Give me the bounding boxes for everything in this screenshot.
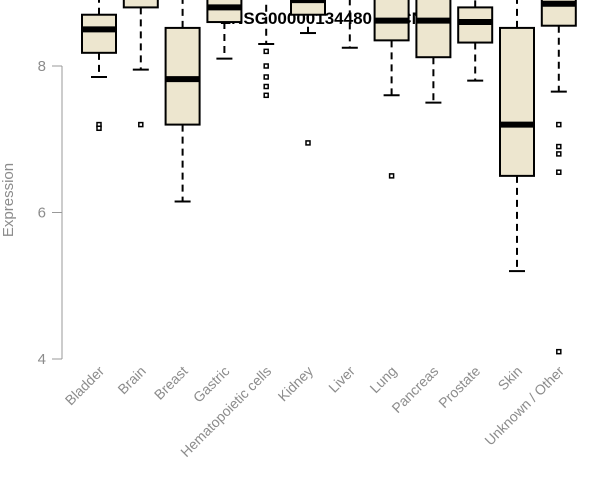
outlier-point xyxy=(138,121,144,128)
box-6 xyxy=(341,0,358,49)
x-tick-label: Prostate xyxy=(435,363,483,411)
outlier-point xyxy=(305,140,311,146)
y-tick-label: 8 xyxy=(38,58,46,75)
boxplot-series xyxy=(81,0,577,355)
x-tick-label: Liver xyxy=(325,363,358,396)
outlier-point xyxy=(263,74,269,80)
x-tick-label: Kidney xyxy=(275,363,317,405)
x-tick-label: Skin xyxy=(495,363,526,394)
outlier-point xyxy=(556,169,562,175)
box-5 xyxy=(290,0,326,146)
outlier-point xyxy=(96,125,102,132)
x-tick-label: Breast xyxy=(151,363,191,403)
box-8 xyxy=(415,0,452,104)
box-2 xyxy=(164,0,201,203)
box-4 xyxy=(258,0,275,99)
outlier-point xyxy=(388,173,395,179)
x-tick-label: Bladder xyxy=(62,363,108,409)
y-tick-label: 6 xyxy=(38,205,46,222)
outlier-point xyxy=(556,143,562,150)
outlier-point xyxy=(556,121,562,128)
outlier-point xyxy=(263,63,269,69)
box-1 xyxy=(122,0,159,128)
outlier-point xyxy=(263,48,269,55)
box-iqr xyxy=(122,0,159,9)
y-axis-label: Expression xyxy=(0,163,17,237)
box-iqr xyxy=(290,0,326,16)
outlier-point xyxy=(263,83,269,90)
y-tick-label: 4 xyxy=(38,351,46,368)
box-0 xyxy=(81,0,117,132)
box-7 xyxy=(373,0,410,179)
box-iqr xyxy=(206,0,243,24)
box-9 xyxy=(457,0,494,82)
box-10 xyxy=(499,0,535,273)
box-11 xyxy=(540,0,577,355)
outlier-point xyxy=(556,151,562,157)
x-tick-label: Lung xyxy=(366,363,399,396)
box-iqr xyxy=(499,26,535,177)
y-axis-ticks: 4681012 xyxy=(38,58,62,368)
box-3 xyxy=(206,0,243,60)
box-iqr xyxy=(415,0,452,59)
outlier-point xyxy=(556,348,562,355)
box-iqr xyxy=(81,13,117,54)
x-tick-label: Brain xyxy=(114,363,148,397)
x-tick-label: Unknown / Other xyxy=(481,363,567,449)
outlier-point xyxy=(263,92,269,99)
